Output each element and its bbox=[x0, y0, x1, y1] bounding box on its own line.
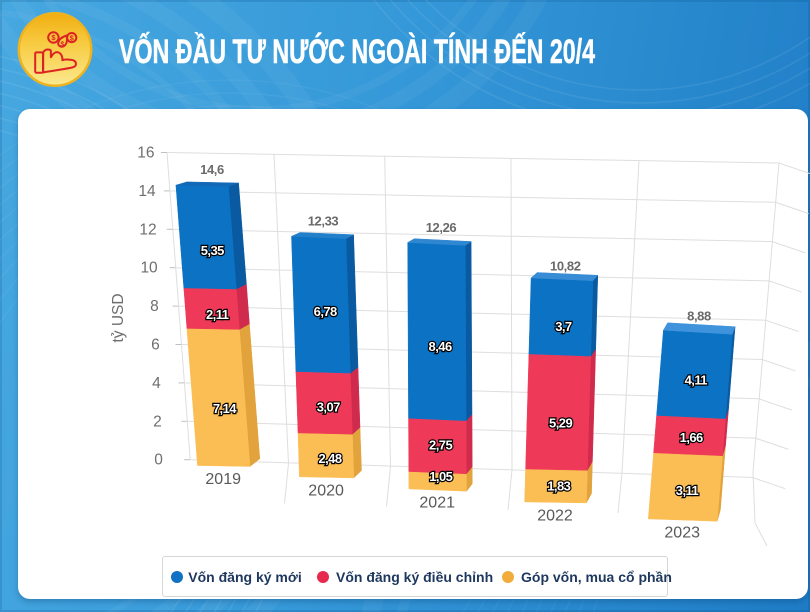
svg-text:2023: 2023 bbox=[664, 524, 700, 541]
svg-text:3,11: 3,11 bbox=[676, 483, 699, 498]
svg-text:tỷ USD: tỷ USD bbox=[110, 293, 127, 342]
svg-text:1,83: 1,83 bbox=[547, 479, 570, 494]
svg-text:1,05: 1,05 bbox=[429, 469, 452, 484]
svg-text:8,88: 8,88 bbox=[687, 309, 711, 324]
svg-text:16: 16 bbox=[137, 145, 154, 162]
svg-text:5,35: 5,35 bbox=[201, 243, 224, 258]
svg-text:4,11: 4,11 bbox=[685, 372, 708, 387]
svg-text:$: $ bbox=[70, 33, 75, 42]
svg-text:12: 12 bbox=[139, 221, 156, 238]
svg-text:3,07: 3,07 bbox=[317, 399, 340, 414]
svg-text:2021: 2021 bbox=[419, 494, 455, 511]
svg-text:6,78: 6,78 bbox=[314, 304, 337, 319]
svg-text:0: 0 bbox=[154, 452, 163, 469]
svg-text:2020: 2020 bbox=[308, 482, 344, 499]
svg-text:2: 2 bbox=[153, 413, 162, 430]
svg-text:10: 10 bbox=[140, 260, 158, 277]
svg-text:6: 6 bbox=[151, 337, 160, 354]
svg-text:14: 14 bbox=[138, 183, 156, 200]
svg-text:2022: 2022 bbox=[537, 507, 573, 524]
svg-text:2,48: 2,48 bbox=[318, 451, 341, 466]
svg-text:7,14: 7,14 bbox=[213, 401, 237, 416]
svg-text:8,46: 8,46 bbox=[429, 339, 452, 354]
svg-text:1,66: 1,66 bbox=[680, 430, 703, 445]
svg-text:4: 4 bbox=[152, 375, 161, 392]
svg-text:$: $ bbox=[51, 33, 56, 42]
svg-text:12,33: 12,33 bbox=[308, 214, 339, 229]
svg-text:2019: 2019 bbox=[205, 471, 241, 488]
svg-text:5,29: 5,29 bbox=[549, 416, 572, 431]
svg-text:10,82: 10,82 bbox=[550, 259, 581, 274]
svg-text:12,26: 12,26 bbox=[426, 220, 457, 235]
svg-text:8: 8 bbox=[150, 298, 159, 315]
svg-text:2,11: 2,11 bbox=[206, 307, 229, 322]
svg-text:2,75: 2,75 bbox=[429, 438, 452, 453]
svg-text:3,7: 3,7 bbox=[555, 319, 572, 334]
svg-text:$: $ bbox=[60, 41, 64, 48]
svg-text:14,6: 14,6 bbox=[200, 162, 224, 177]
